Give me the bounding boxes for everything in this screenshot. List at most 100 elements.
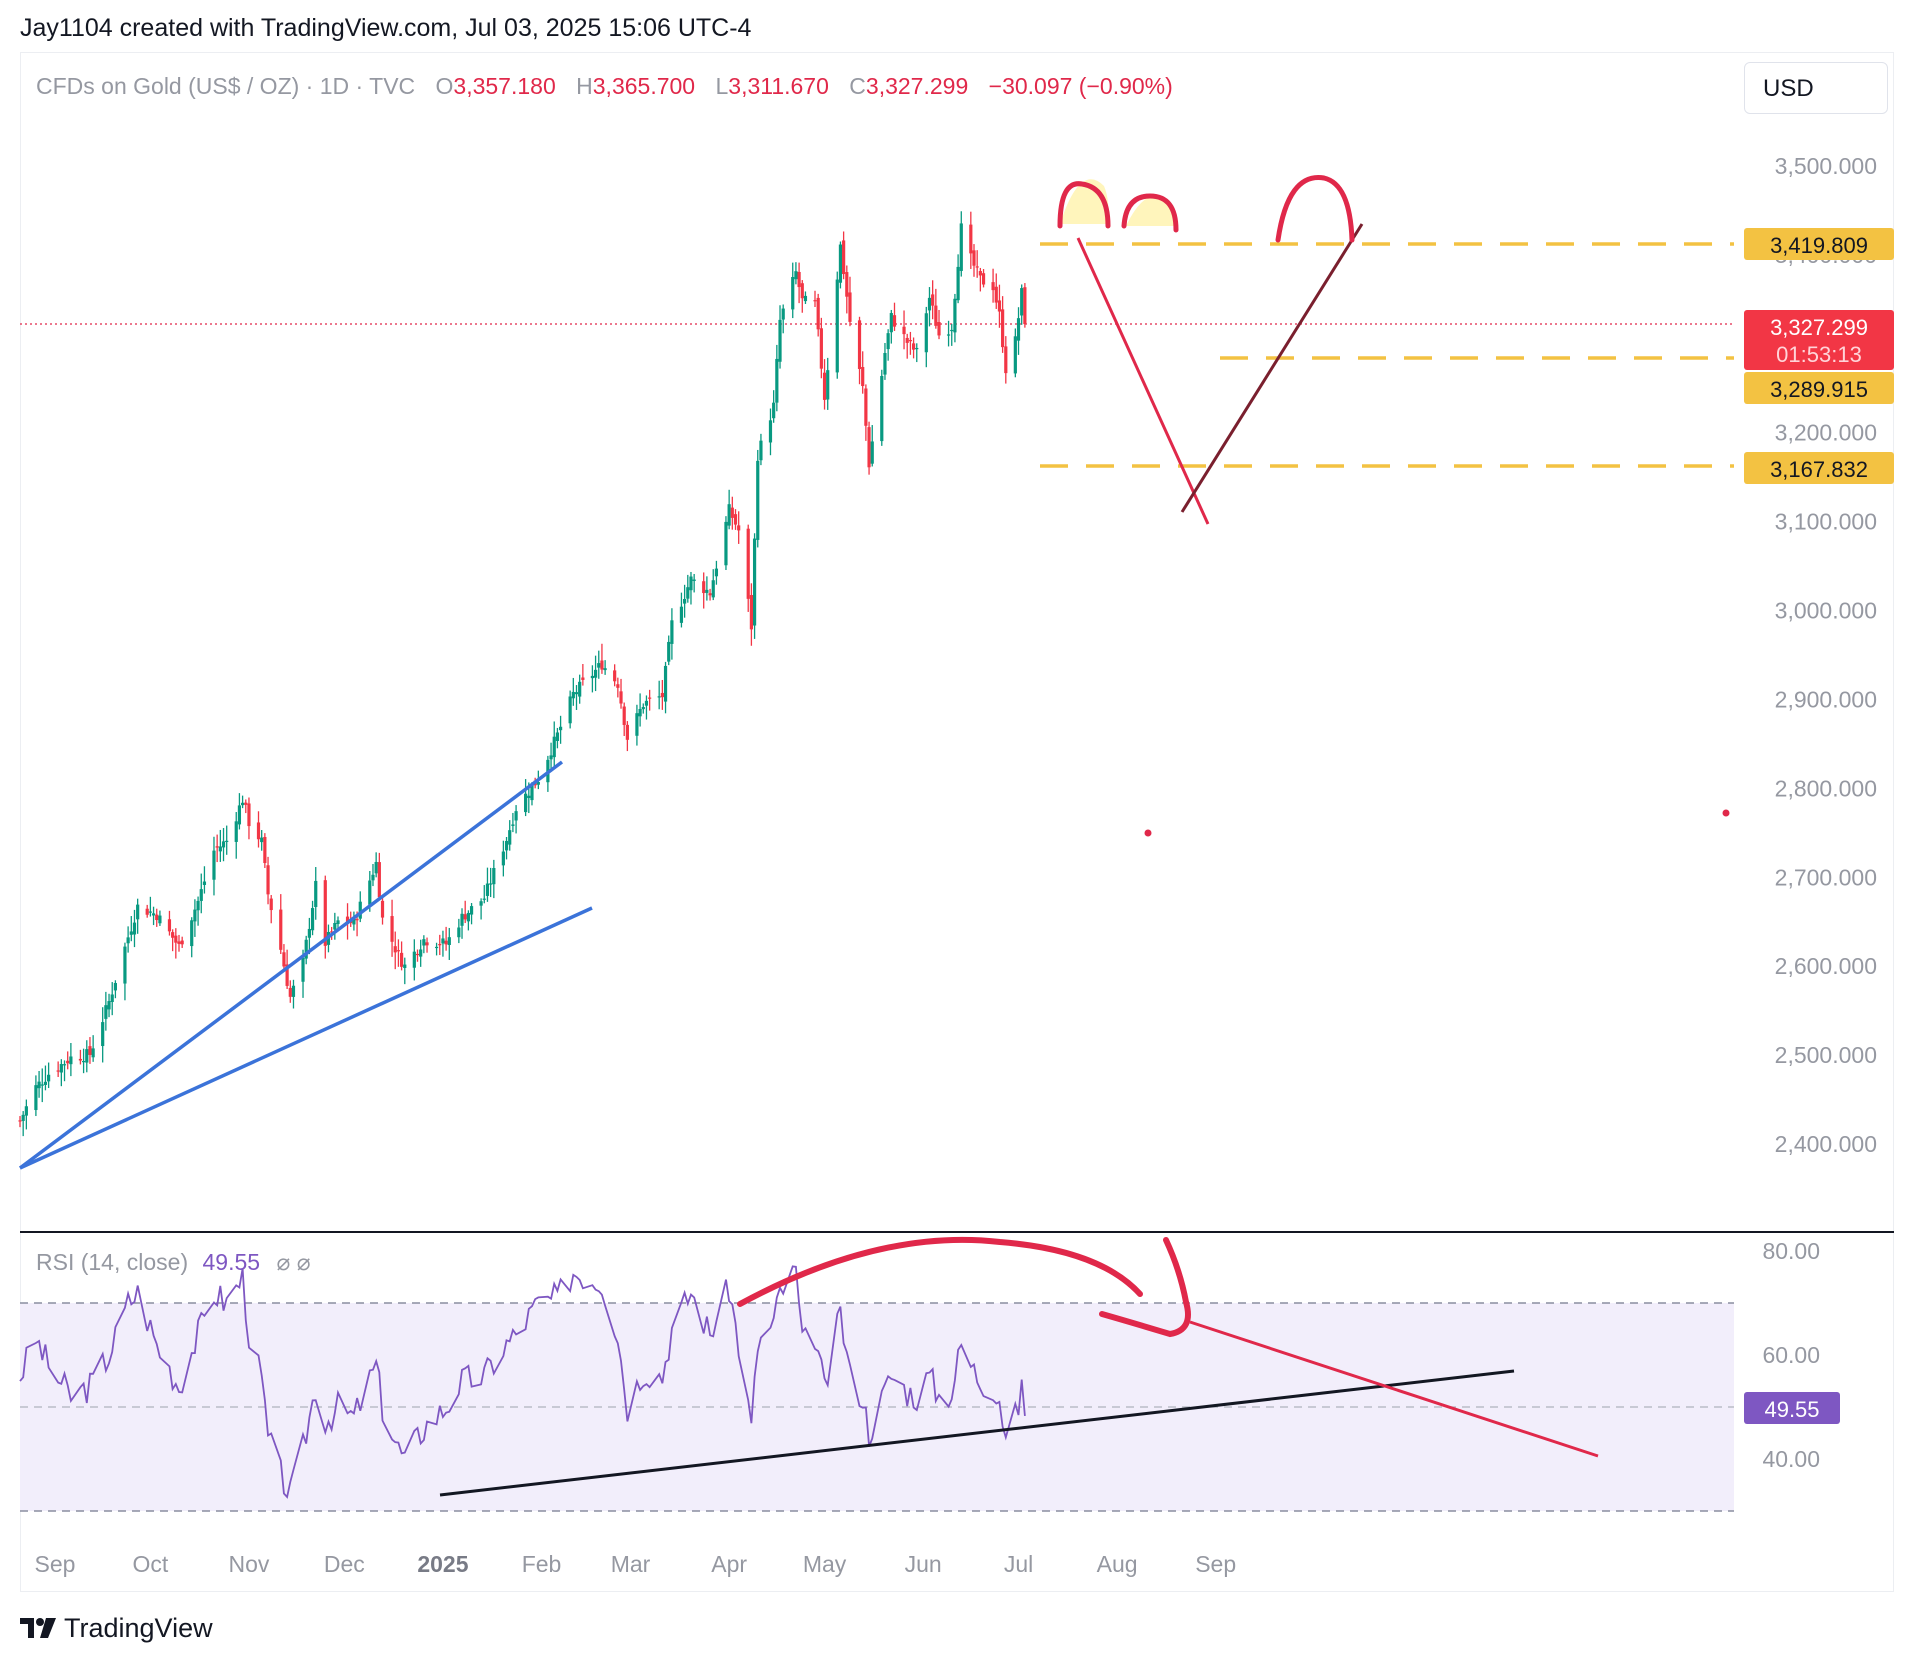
red-arc-top-1[interactable]	[1057, 181, 1111, 229]
candle[interactable]	[552, 721, 556, 770]
candle[interactable]	[511, 812, 515, 833]
candle[interactable]	[937, 309, 941, 340]
candle[interactable]	[857, 316, 862, 385]
candle[interactable]	[578, 674, 582, 704]
candle[interactable]	[870, 425, 874, 467]
candle[interactable]	[457, 918, 461, 944]
candle[interactable]	[730, 496, 734, 530]
rsi-series[interactable]	[19, 1265, 1026, 1499]
candle[interactable]	[352, 911, 356, 931]
candle[interactable]	[959, 211, 963, 277]
candle[interactable]	[463, 900, 467, 924]
candle[interactable]	[514, 805, 518, 834]
candle[interactable]	[91, 1035, 95, 1062]
candle[interactable]	[412, 939, 416, 981]
candle[interactable]	[266, 856, 270, 905]
rsi-resistance-trendline[interactable]	[1189, 1320, 1599, 1458]
candle[interactable]	[479, 898, 483, 920]
candle[interactable]	[110, 982, 114, 1016]
candle[interactable]	[931, 280, 935, 320]
candle[interactable]	[950, 323, 954, 346]
candle[interactable]	[104, 991, 108, 1031]
candle[interactable]	[1013, 328, 1017, 378]
candle[interactable]	[323, 875, 327, 959]
candle[interactable]	[705, 576, 709, 601]
candle[interactable]	[460, 908, 464, 939]
candle[interactable]	[975, 250, 979, 278]
candle[interactable]	[880, 369, 884, 446]
candle[interactable]	[167, 910, 172, 936]
candle[interactable]	[746, 524, 750, 612]
candle[interactable]	[37, 1070, 41, 1098]
candle[interactable]	[82, 1048, 86, 1074]
candle[interactable]	[279, 894, 283, 954]
candle[interactable]	[759, 433, 763, 466]
candle[interactable]	[778, 305, 782, 369]
candle[interactable]	[981, 269, 986, 288]
red-arc-top-2[interactable]	[1121, 193, 1179, 233]
candle[interactable]	[158, 910, 162, 926]
candle[interactable]	[997, 284, 1002, 328]
candle[interactable]	[263, 833, 267, 869]
candle[interactable]	[816, 293, 820, 337]
candle[interactable]	[425, 937, 429, 953]
candle[interactable]	[225, 825, 229, 855]
candle[interactable]	[708, 588, 712, 601]
rsi-red-arc[interactable]	[737, 1236, 1143, 1307]
candle[interactable]	[644, 695, 649, 720]
candle[interactable]	[21, 1111, 25, 1137]
candle[interactable]	[59, 1059, 63, 1087]
candle[interactable]	[861, 351, 865, 394]
candle[interactable]	[492, 859, 496, 899]
candle[interactable]	[193, 899, 197, 937]
candle[interactable]	[47, 1062, 51, 1089]
candle[interactable]	[603, 660, 607, 675]
candle[interactable]	[374, 852, 378, 878]
candle[interactable]	[622, 702, 626, 737]
candle[interactable]	[171, 929, 175, 952]
candle[interactable]	[956, 254, 960, 304]
candle[interactable]	[43, 1065, 48, 1091]
candle[interactable]	[845, 265, 849, 314]
candle[interactable]	[441, 930, 445, 957]
candle[interactable]	[501, 840, 505, 877]
candle[interactable]	[123, 942, 127, 1001]
candle[interactable]	[288, 980, 292, 1003]
candle[interactable]	[371, 863, 375, 887]
candle[interactable]	[635, 704, 639, 746]
candle[interactable]	[800, 280, 804, 313]
candle[interactable]	[571, 677, 575, 706]
candle[interactable]	[489, 867, 493, 898]
candle[interactable]	[749, 583, 753, 646]
candle[interactable]	[574, 685, 579, 710]
candle[interactable]	[864, 384, 868, 441]
candle[interactable]	[822, 359, 827, 410]
candle[interactable]	[434, 942, 439, 956]
candle[interactable]	[991, 268, 995, 303]
price-axis[interactable]: 3,500.0003,400.0003,200.0003,100.0003,00…	[1775, 153, 1877, 1157]
candle[interactable]	[291, 979, 296, 1009]
candle[interactable]	[177, 934, 181, 952]
candle[interactable]	[638, 693, 642, 727]
candle[interactable]	[282, 944, 286, 970]
candle[interactable]	[781, 304, 785, 334]
candle[interactable]	[663, 661, 668, 714]
candle[interactable]	[549, 742, 553, 772]
candle[interactable]	[724, 516, 728, 571]
candle[interactable]	[768, 408, 773, 456]
candle[interactable]	[797, 262, 801, 304]
candle[interactable]	[641, 703, 645, 714]
candle[interactable]	[390, 899, 394, 957]
candle[interactable]	[314, 867, 318, 920]
candle[interactable]	[126, 926, 130, 953]
candle[interactable]	[56, 1061, 60, 1077]
candle[interactable]	[485, 867, 490, 902]
candle[interactable]	[1016, 307, 1021, 355]
candle[interactable]	[727, 489, 731, 530]
candle[interactable]	[444, 926, 448, 951]
candle[interactable]	[813, 290, 817, 308]
candle[interactable]	[234, 812, 238, 859]
candle[interactable]	[692, 573, 696, 593]
candle[interactable]	[199, 873, 203, 914]
